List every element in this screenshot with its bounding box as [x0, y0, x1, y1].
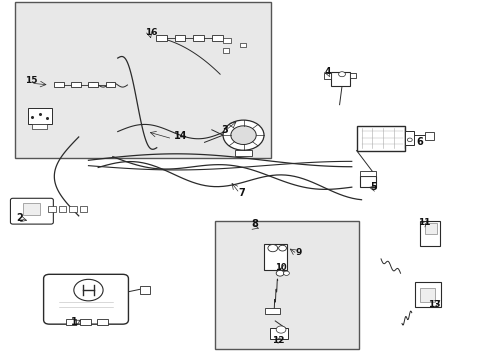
Bar	[405, 131, 413, 145]
Text: 9: 9	[295, 248, 302, 257]
Text: 6: 6	[415, 137, 422, 147]
Circle shape	[223, 174, 231, 180]
Bar	[88, 82, 98, 87]
Bar	[222, 38, 231, 43]
Text: 15: 15	[25, 76, 38, 85]
Circle shape	[278, 245, 286, 251]
Bar	[174, 36, 185, 41]
Bar	[48, 206, 56, 212]
FancyBboxPatch shape	[43, 274, 128, 324]
Text: 16: 16	[144, 28, 157, 37]
Bar	[419, 288, 434, 302]
Bar	[54, 82, 64, 87]
Bar	[80, 206, 87, 212]
Text: 3: 3	[221, 125, 227, 135]
Bar	[22, 203, 40, 215]
Text: 11: 11	[417, 218, 429, 227]
Bar	[234, 150, 252, 156]
Circle shape	[283, 271, 289, 275]
Bar	[239, 43, 246, 47]
Circle shape	[223, 120, 264, 150]
Bar	[140, 286, 150, 294]
Circle shape	[338, 72, 345, 77]
Bar	[356, 126, 405, 150]
Bar	[193, 36, 203, 41]
Bar	[80, 319, 91, 325]
Bar	[32, 124, 47, 129]
Bar	[359, 176, 375, 187]
Circle shape	[230, 126, 256, 144]
Bar	[264, 244, 287, 270]
Circle shape	[276, 326, 285, 333]
Bar	[424, 132, 433, 140]
Bar	[265, 308, 280, 315]
Text: 13: 13	[427, 300, 440, 309]
Bar	[156, 36, 166, 41]
Text: 2: 2	[16, 213, 23, 223]
Circle shape	[267, 244, 277, 252]
Bar	[222, 48, 229, 53]
Text: 14: 14	[173, 131, 187, 141]
Bar	[105, 82, 115, 87]
Text: 4: 4	[325, 67, 331, 76]
Bar	[359, 171, 375, 176]
Bar	[330, 72, 349, 86]
FancyBboxPatch shape	[10, 198, 53, 224]
Bar	[349, 73, 355, 78]
Bar	[15, 3, 271, 158]
Bar	[424, 223, 436, 234]
Bar	[69, 206, 77, 212]
Bar	[269, 328, 288, 339]
Bar	[211, 36, 222, 41]
Circle shape	[276, 270, 284, 276]
Text: 8: 8	[251, 219, 258, 229]
Circle shape	[74, 279, 103, 301]
Bar	[419, 221, 439, 246]
Text: 7: 7	[238, 188, 244, 198]
Bar	[414, 282, 440, 307]
Bar	[324, 73, 330, 79]
Text: 12: 12	[272, 336, 284, 345]
Circle shape	[407, 138, 411, 141]
Bar	[59, 206, 66, 212]
Bar	[97, 319, 108, 325]
Text: 10: 10	[275, 264, 286, 273]
Text: 5: 5	[369, 182, 376, 192]
Bar	[65, 319, 76, 325]
Bar	[71, 82, 81, 87]
Text: 1: 1	[71, 317, 78, 327]
Bar	[27, 108, 52, 125]
Bar	[215, 221, 358, 348]
